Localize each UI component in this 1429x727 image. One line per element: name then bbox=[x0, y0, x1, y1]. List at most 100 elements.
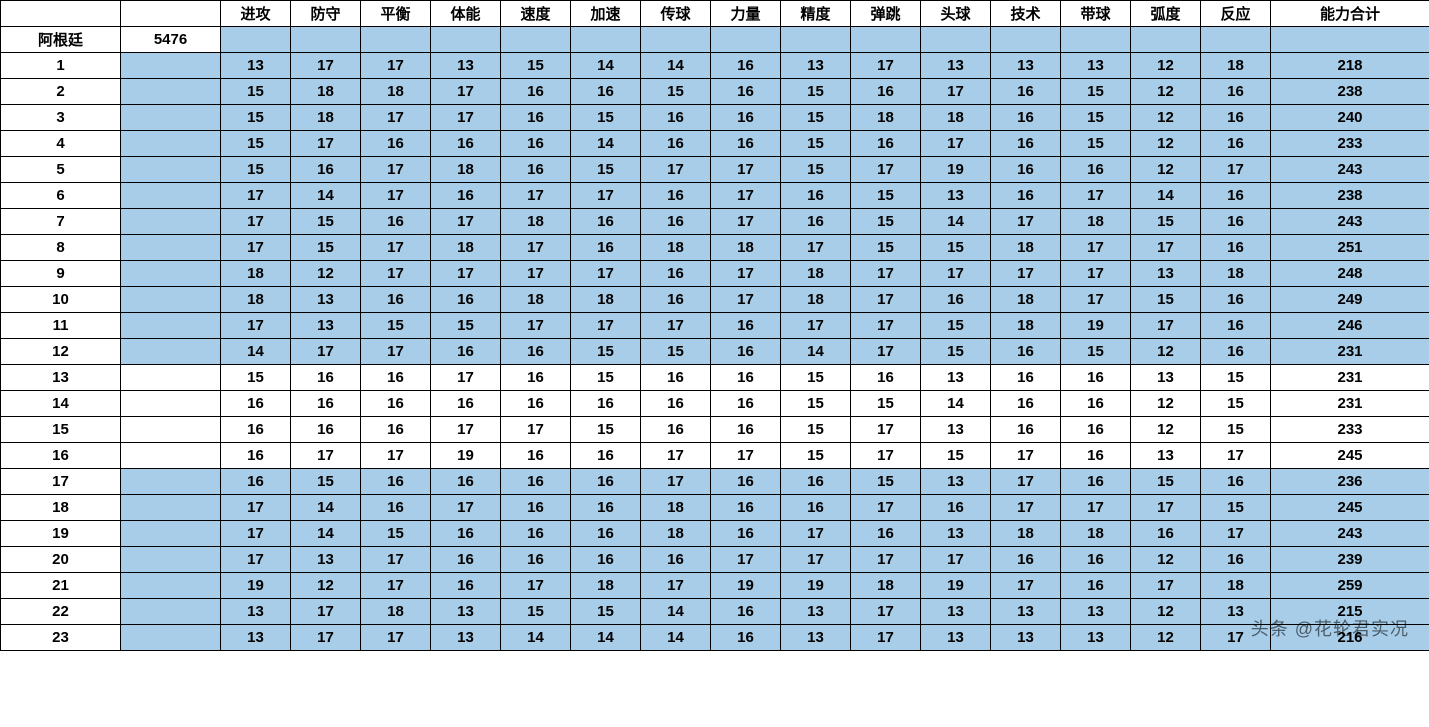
stat-cell: 17 bbox=[711, 443, 781, 469]
stat-cell: 16 bbox=[1061, 469, 1131, 495]
empty-cell bbox=[361, 27, 431, 53]
stat-cell: 13 bbox=[221, 599, 291, 625]
blank-cell bbox=[121, 157, 221, 183]
stat-cell: 18 bbox=[921, 105, 991, 131]
blank-cell bbox=[121, 131, 221, 157]
stat-cell: 16 bbox=[1201, 339, 1271, 365]
stat-cell: 13 bbox=[921, 469, 991, 495]
stat-cell: 17 bbox=[221, 183, 291, 209]
stat-cell: 13 bbox=[221, 53, 291, 79]
stat-cell: 248 bbox=[1271, 261, 1429, 287]
stat-cell: 17 bbox=[291, 339, 361, 365]
stat-cell: 18 bbox=[571, 573, 641, 599]
stat-cell: 16 bbox=[501, 339, 571, 365]
stat-cell: 17 bbox=[1131, 235, 1201, 261]
stat-cell: 18 bbox=[501, 287, 571, 313]
stat-cell: 17 bbox=[501, 313, 571, 339]
stat-cell: 19 bbox=[921, 157, 991, 183]
blank-cell bbox=[121, 79, 221, 105]
stat-cell: 16 bbox=[921, 287, 991, 313]
stat-cell: 16 bbox=[641, 261, 711, 287]
stat-cell: 17 bbox=[851, 261, 921, 287]
column-header: 能力合计 bbox=[1271, 1, 1429, 27]
stat-cell: 15 bbox=[641, 339, 711, 365]
stat-cell: 16 bbox=[221, 443, 291, 469]
table-row: 7171516171816161716151417181516243 bbox=[1, 209, 1429, 235]
stat-cell: 19 bbox=[921, 573, 991, 599]
row-id-cell: 3 bbox=[1, 105, 121, 131]
stat-cell: 17 bbox=[1201, 157, 1271, 183]
column-header: 力量 bbox=[711, 1, 781, 27]
stat-cell: 17 bbox=[221, 521, 291, 547]
stat-cell: 16 bbox=[431, 521, 501, 547]
column-header: 加速 bbox=[571, 1, 641, 27]
stat-cell: 16 bbox=[781, 469, 851, 495]
stat-cell: 17 bbox=[1201, 521, 1271, 547]
stat-cell: 15 bbox=[921, 443, 991, 469]
stat-cell: 16 bbox=[711, 469, 781, 495]
stat-cell: 12 bbox=[1131, 391, 1201, 417]
empty-cell bbox=[291, 27, 361, 53]
column-header: 进攻 bbox=[221, 1, 291, 27]
stat-cell: 16 bbox=[991, 391, 1061, 417]
stat-cell: 15 bbox=[781, 79, 851, 105]
stat-cell: 15 bbox=[781, 365, 851, 391]
stat-cell: 17 bbox=[221, 209, 291, 235]
stat-cell: 17 bbox=[501, 417, 571, 443]
stat-cell: 16 bbox=[571, 235, 641, 261]
stat-cell: 233 bbox=[1271, 131, 1429, 157]
empty-cell bbox=[1201, 27, 1271, 53]
stat-cell: 18 bbox=[1061, 521, 1131, 547]
stat-cell: 16 bbox=[781, 209, 851, 235]
stat-cell: 15 bbox=[431, 313, 501, 339]
row-id-cell: 18 bbox=[1, 495, 121, 521]
stat-cell: 19 bbox=[711, 573, 781, 599]
stat-cell: 13 bbox=[921, 625, 991, 651]
stat-cell: 16 bbox=[361, 417, 431, 443]
stat-cell: 17 bbox=[851, 443, 921, 469]
stat-cell: 17 bbox=[361, 443, 431, 469]
stat-cell: 17 bbox=[221, 235, 291, 261]
stat-cell: 17 bbox=[431, 79, 501, 105]
stat-cell: 15 bbox=[781, 157, 851, 183]
stat-cell: 16 bbox=[571, 495, 641, 521]
stat-cell: 16 bbox=[851, 131, 921, 157]
stat-cell: 231 bbox=[1271, 391, 1429, 417]
stat-cell: 18 bbox=[991, 521, 1061, 547]
stat-cell: 16 bbox=[711, 131, 781, 157]
stat-cell: 15 bbox=[571, 157, 641, 183]
stat-cell: 17 bbox=[991, 261, 1061, 287]
stat-cell: 17 bbox=[431, 209, 501, 235]
empty-cell bbox=[1061, 27, 1131, 53]
stat-cell: 15 bbox=[221, 365, 291, 391]
stat-cell: 18 bbox=[991, 313, 1061, 339]
stat-cell: 17 bbox=[1061, 287, 1131, 313]
stat-cell: 16 bbox=[431, 573, 501, 599]
stat-cell: 16 bbox=[921, 495, 991, 521]
row-id-cell: 6 bbox=[1, 183, 121, 209]
stat-cell: 13 bbox=[431, 599, 501, 625]
stat-cell: 14 bbox=[291, 521, 361, 547]
empty-cell bbox=[711, 27, 781, 53]
stat-cell: 16 bbox=[711, 599, 781, 625]
stat-cell: 18 bbox=[851, 105, 921, 131]
stat-cell: 17 bbox=[1061, 261, 1131, 287]
stat-cell: 16 bbox=[431, 287, 501, 313]
stat-cell: 16 bbox=[571, 209, 641, 235]
stat-cell: 16 bbox=[711, 313, 781, 339]
table-row: 22131718131515141613171313131213215 bbox=[1, 599, 1429, 625]
stat-cell: 15 bbox=[1201, 495, 1271, 521]
stat-cell: 16 bbox=[1201, 131, 1271, 157]
stat-cell: 16 bbox=[501, 391, 571, 417]
stat-cell: 17 bbox=[991, 209, 1061, 235]
stat-cell: 16 bbox=[991, 105, 1061, 131]
blank-cell bbox=[121, 287, 221, 313]
stat-cell: 16 bbox=[291, 365, 361, 391]
stat-cell: 16 bbox=[1061, 391, 1131, 417]
blank-cell bbox=[121, 365, 221, 391]
stat-cell: 16 bbox=[501, 469, 571, 495]
stat-cell: 16 bbox=[431, 183, 501, 209]
stat-cell: 14 bbox=[921, 209, 991, 235]
stat-cell: 16 bbox=[1201, 209, 1271, 235]
table-row: 14161616161616161615151416161215231 bbox=[1, 391, 1429, 417]
